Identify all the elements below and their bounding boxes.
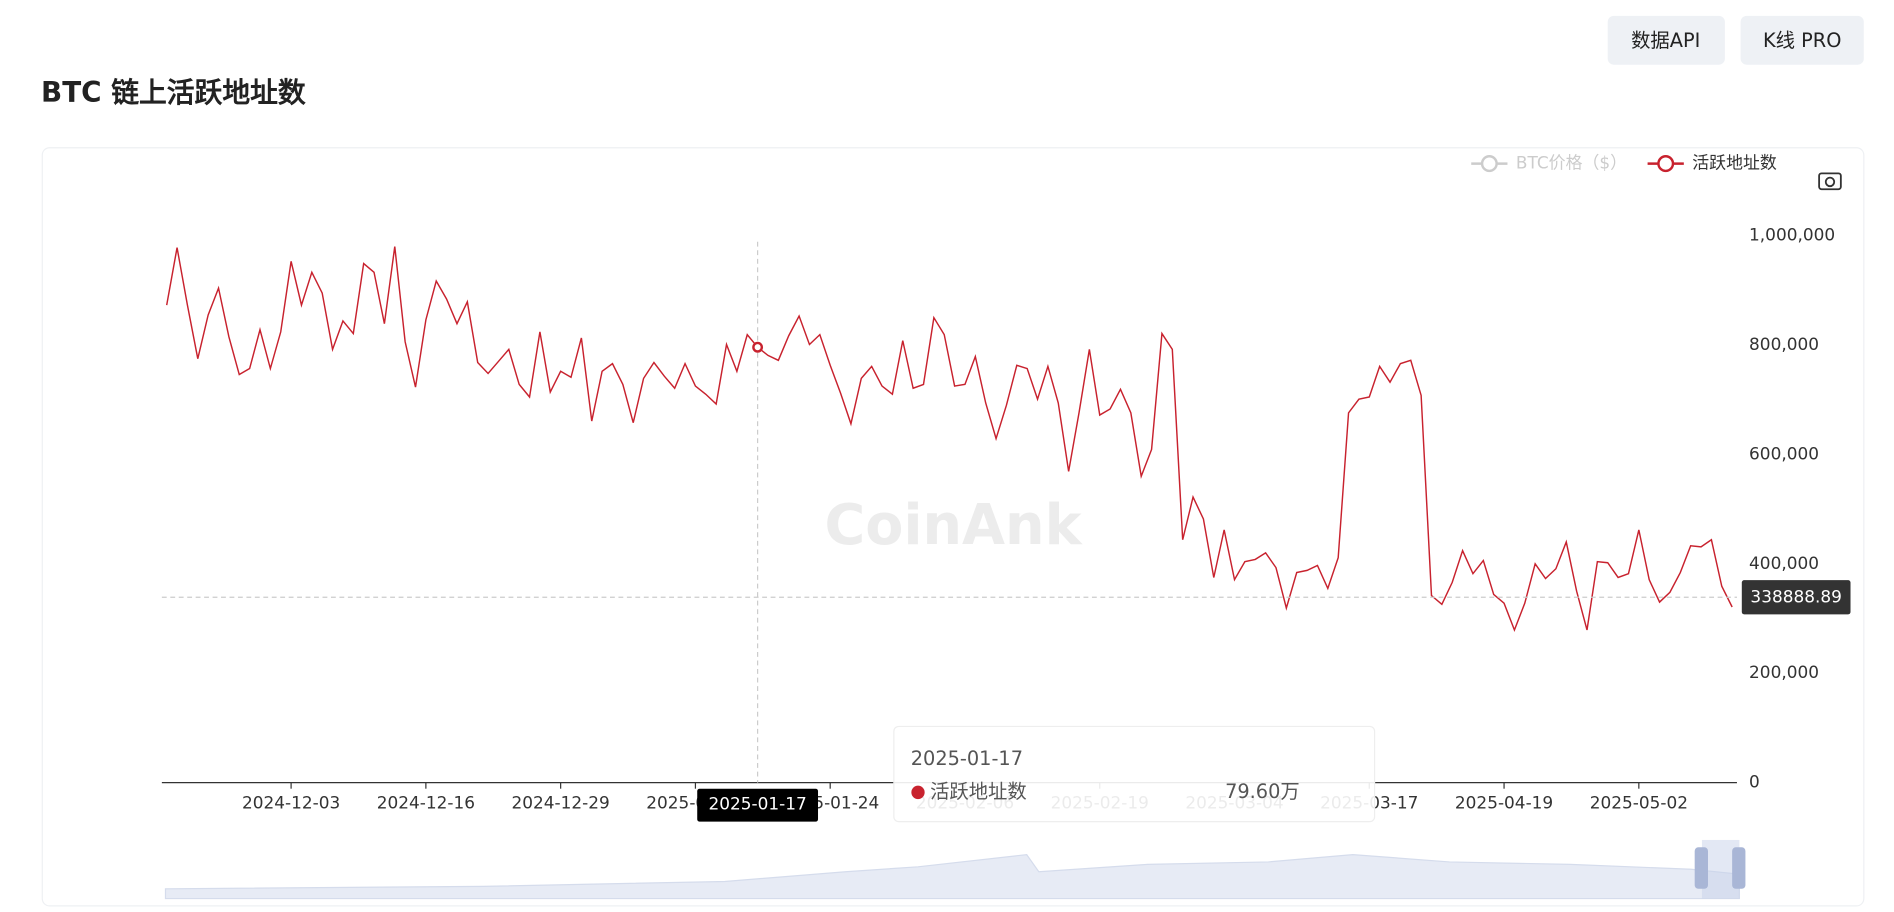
tooltip-series: 活跃地址数 [930, 780, 1027, 803]
zoom-handle[interactable] [1732, 847, 1746, 889]
tooltip-marker [911, 785, 925, 800]
chart-card [41, 147, 1865, 907]
y-tick-label: 800,000 [1749, 335, 1819, 355]
pointer-y-label: 338888.89 [1750, 587, 1841, 607]
x-tick-label: 2025-05-02 [1590, 793, 1688, 813]
kline-button-label[interactable]: K线 PRO [1763, 29, 1841, 52]
x-tick-label: 2024-12-29 [512, 793, 610, 813]
tooltip [893, 725, 1376, 823]
highlight-point [752, 341, 764, 353]
page-title: BTC 链上活跃地址数 [41, 76, 307, 109]
tooltip-value: 79.60万 [1225, 780, 1300, 803]
overlay: 338888.89 2025-01-17 2025-01-17 活跃地址数 79.60万 [161, 241, 1851, 823]
camera-icon[interactable] [1818, 172, 1842, 191]
y-tick-label: 400,000 [1749, 554, 1819, 574]
legend-symbol[interactable] [1480, 155, 1498, 173]
legend-entry[interactable]: BTC价格（$） [1516, 154, 1627, 174]
x-tick-label: 2024-12-03 [242, 793, 340, 813]
camera-body[interactable] [1818, 172, 1842, 191]
legend-entry[interactable]: 活跃地址数 [1692, 154, 1777, 174]
pointer-x-box [697, 788, 819, 822]
api-button-label[interactable]: 数据API [1631, 29, 1700, 52]
api-button[interactable] [1607, 15, 1725, 65]
camera-lens[interactable] [1824, 176, 1836, 188]
legend-symbol[interactable] [1657, 155, 1675, 173]
pointer-x-label: 2025-01-17 [708, 795, 806, 815]
data-line [165, 246, 1733, 632]
pointer-y-box [1741, 580, 1851, 615]
x-tick-label: 2025-04-19 [1455, 793, 1553, 813]
kline-button[interactable] [1740, 15, 1864, 65]
y-tick-label: 200,000 [1749, 663, 1819, 683]
watermark: CoinAnk [825, 493, 1084, 558]
y-tick-label: 600,000 [1749, 444, 1819, 464]
tooltip-date: 2025-01-17 [911, 747, 1023, 770]
y-tick-label: 1,000,000 [1749, 226, 1835, 246]
x-tick-label: 2024-12-16 [377, 793, 475, 813]
y-tick-label: 0 [1749, 773, 1760, 793]
zoom-handle[interactable] [1694, 847, 1708, 889]
